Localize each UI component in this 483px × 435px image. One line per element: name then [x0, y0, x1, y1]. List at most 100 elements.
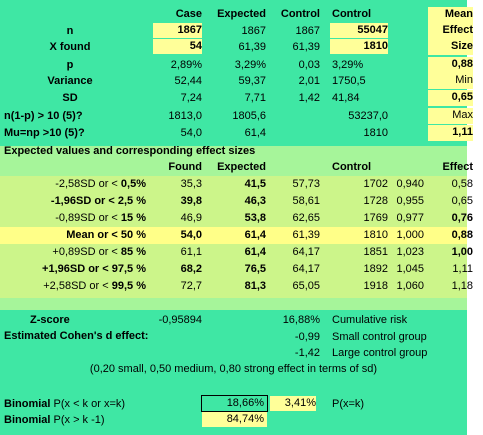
- cohen-small-label: Small control group: [332, 331, 427, 343]
- effect-row-effect: 0,76: [451, 212, 473, 224]
- effect-row-ratio: 0,977: [396, 212, 424, 224]
- effect-row-control-count: 1702: [363, 178, 388, 190]
- effect-row-label: +2,58SD or < 99,5 %: [0, 279, 146, 293]
- effect-row-sd: -2,58SD or <: [55, 178, 121, 190]
- effect-row-found: 35,3: [180, 178, 202, 190]
- effect-row-label: +0,89SD or < 85 %: [0, 245, 146, 259]
- effect-row-found: 68,2: [180, 263, 202, 275]
- effect-row-expected: 76,5: [244, 263, 266, 275]
- effect-row-effect: 1,11: [452, 263, 473, 275]
- effect-row-effect: 1,00: [451, 246, 473, 258]
- case-sd: 7,24: [180, 92, 202, 104]
- row-label-xfound: X found: [49, 41, 91, 53]
- row-label-p: p: [66, 59, 74, 71]
- effect-row-percentile: 15 %: [120, 212, 146, 224]
- effect-row-expected: 61,4: [244, 246, 266, 258]
- binomial-eq-value: 3,41%: [270, 396, 316, 411]
- effect-row-control-count: 1769: [363, 212, 388, 224]
- control2-n-input[interactable]: 55047: [330, 23, 388, 38]
- section-header-band: [0, 146, 467, 176]
- col-expected-header: Expected: [217, 8, 266, 20]
- effect-row-label: Mean or < 50 %: [0, 228, 146, 242]
- effect-row-control-rate: 57,73: [292, 178, 320, 190]
- min-label: Min: [428, 73, 473, 89]
- mean-header: Mean: [428, 7, 473, 23]
- effect-row-ratio: 0,955: [396, 195, 424, 207]
- effect-row-control-count: 1728: [363, 195, 388, 207]
- cohen-small-value: -0,99: [294, 331, 320, 343]
- effect-row-percentile: 99,5 %: [111, 280, 146, 292]
- effect-row-effect: 0,88: [451, 229, 473, 241]
- binomial-row-2-label: Binomial P(x > k -1): [4, 413, 194, 427]
- control2-xfound-input[interactable]: 1810: [330, 39, 388, 54]
- case-xfound-input[interactable]: 54: [153, 39, 202, 54]
- mean-effect-value: 0,88: [428, 57, 473, 73]
- effect-row-control-count: 1892: [363, 263, 388, 275]
- max-effect-value: 1,11: [428, 125, 473, 141]
- cohen-label: Estimated Cohen's d effect:: [4, 330, 149, 342]
- effect-row-found: 39,8: [180, 195, 202, 207]
- control2-variance: 1750,5: [332, 75, 366, 87]
- control-variance: 2,01: [298, 75, 320, 87]
- row-label-variance: Variance: [47, 75, 93, 87]
- row-label-munp: Mu=np >10 (5)?: [4, 127, 85, 139]
- effect-row-ratio: 1,060: [396, 280, 424, 292]
- effect-row-effect: 0,58: [451, 178, 473, 190]
- effect-row-found: 72,7: [180, 280, 202, 292]
- control2-p: 3,29%: [332, 59, 364, 71]
- effect-subheader: Effect: [442, 161, 473, 173]
- effect-row-found: 46,9: [180, 212, 202, 224]
- control-subheader: Control: [332, 161, 372, 173]
- top-panel: [0, 0, 467, 146]
- effect-row-ratio: 0,940: [396, 178, 424, 190]
- case-munp: 54,0: [180, 127, 202, 139]
- control2-n1p: 53237,0: [348, 110, 388, 122]
- effect-row-percentile: 2,5 %: [117, 195, 146, 207]
- effect-row-expected: 61,4: [244, 229, 266, 241]
- effect-row-sd: -0,89SD or <: [55, 212, 121, 224]
- expected-variance: 59,37: [238, 75, 266, 87]
- size-header: Size: [428, 39, 473, 55]
- effect-row-expected: 81,3: [244, 280, 266, 292]
- expected-sd: 7,71: [244, 92, 266, 104]
- cumulative-risk-label: Cumulative risk: [332, 314, 408, 326]
- effect-row-found: 61,1: [180, 246, 202, 258]
- expected-n: 1867: [241, 25, 266, 37]
- control-xfound: 61,39: [292, 41, 320, 53]
- effect-row-expected: 53,8: [244, 212, 266, 224]
- effect-row-control-rate: 62,65: [292, 212, 320, 224]
- effect-header: Effect: [428, 23, 473, 39]
- min-effect-value: 0,65: [428, 90, 473, 106]
- effect-row-control-count: 1851: [363, 246, 388, 258]
- binomial-gt-value: 84,74%: [202, 412, 267, 427]
- case-n-input[interactable]: 1867: [153, 23, 202, 38]
- expected-p: 3,29%: [234, 59, 266, 71]
- expected-subheader: Expected: [217, 161, 266, 173]
- expected-xfound: 61,39: [238, 41, 266, 53]
- effect-row-control-rate: 64,17: [292, 263, 320, 275]
- effect-row-sd: Mean or <: [66, 229, 121, 241]
- row-label-sd: SD: [62, 92, 78, 104]
- effect-row-expected: 41,5: [244, 178, 266, 190]
- col-control2-header: Control: [332, 8, 372, 20]
- cohen-large-value: -1,42: [294, 347, 320, 359]
- effect-row-control-count: 1810: [363, 229, 388, 241]
- effect-row-expected: 46,3: [244, 195, 266, 207]
- binomial-le-label: P(x < k or x=k): [53, 398, 126, 410]
- col-control-header: Control: [280, 8, 320, 20]
- effect-row-ratio: 1,000: [396, 229, 424, 241]
- spacer-band: [0, 298, 467, 310]
- binomial-le-value: 18,66%: [201, 395, 268, 412]
- effect-row-control-rate: 61,39: [292, 229, 320, 241]
- effect-row-label: +1,96SD or < 97,5 %: [0, 262, 146, 276]
- expected-n1p: 1805,6: [232, 110, 266, 122]
- effect-row-sd: -1,96SD or <: [50, 195, 118, 207]
- control2-munp: 1810: [363, 127, 388, 139]
- effect-row-sd: +1,96SD or <: [42, 263, 112, 275]
- effect-row-percentile: 50 %: [120, 229, 146, 241]
- case-p: 2,89%: [170, 59, 202, 71]
- case-n1p: 1813,0: [168, 110, 202, 122]
- control-p: 0,03: [298, 59, 320, 71]
- binomial-word: Binomial: [4, 414, 51, 426]
